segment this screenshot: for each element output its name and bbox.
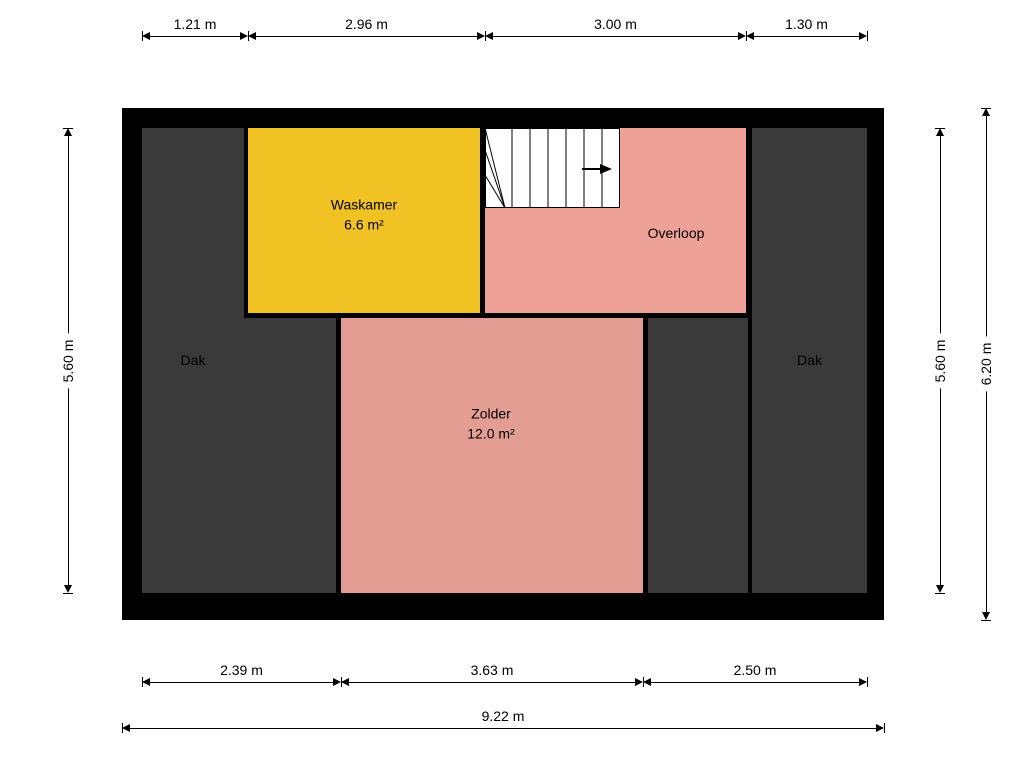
dim-arrow-down-icon	[982, 612, 990, 620]
room-name: Waskamer	[331, 196, 397, 212]
dim-arrow-left-icon	[485, 32, 493, 40]
room-area: 6.6 m²	[344, 216, 384, 232]
dim-arrow-right-icon	[859, 678, 867, 686]
dim-arrow-up-icon	[936, 128, 944, 136]
dim-label: 6.20 m	[978, 337, 994, 392]
dim-arrow-left-icon	[142, 32, 150, 40]
dim-arrow-left-icon	[643, 678, 651, 686]
dim-arrow-left-icon	[142, 678, 150, 686]
dim-arrow-up-icon	[64, 128, 72, 136]
dim-label: 2.96 m	[339, 16, 394, 32]
dim-label: 1.21 m	[168, 16, 223, 32]
room-name: Dak	[797, 352, 822, 368]
room-label-waskamer: Waskamer 6.6 m²	[331, 195, 397, 234]
dim-arrow-left-icon	[746, 32, 754, 40]
room-label-dak_left: Dak	[181, 351, 206, 371]
dim-arrow-right-icon	[333, 678, 341, 686]
dim-label: 5.60 m	[932, 333, 948, 388]
floorplan-stage: Dak Dak Waskamer 6.6 m² Overloop Zolder 12.0 m…	[0, 0, 1024, 768]
room-label-dak_right: Dak	[797, 351, 822, 371]
stair-arrow-shaft	[582, 168, 600, 170]
dim-arrow-left-icon	[248, 32, 256, 40]
dim-tick	[867, 31, 868, 41]
dim-arrow-right-icon	[859, 32, 867, 40]
room-name: Overloop	[648, 225, 705, 241]
dim-arrow-left-icon	[122, 724, 130, 732]
room-label-overloop: Overloop	[648, 224, 705, 244]
wall	[746, 128, 752, 318]
dim-line	[130, 728, 876, 729]
stair-arrow-icon	[600, 164, 612, 174]
dim-tick	[63, 593, 73, 594]
dim-label: 5.60 m	[60, 333, 76, 388]
room-area: 12.0 m²	[467, 425, 514, 441]
room-name: Zolder	[471, 405, 511, 421]
dim-label: 3.00 m	[588, 16, 643, 32]
dim-line	[651, 682, 859, 683]
dim-arrow-up-icon	[982, 108, 990, 116]
dim-arrow-right-icon	[635, 678, 643, 686]
dim-tick	[935, 593, 945, 594]
room-name: Dak	[181, 352, 206, 368]
dim-label: 2.50 m	[728, 662, 783, 678]
wall	[244, 128, 248, 318]
dim-tick	[867, 677, 868, 687]
wall	[244, 313, 748, 318]
dim-arrow-right-icon	[477, 32, 485, 40]
dim-label: 2.39 m	[214, 662, 269, 678]
dim-label: 3.63 m	[465, 662, 520, 678]
room-gap_left	[244, 318, 337, 593]
dim-arrow-left-icon	[341, 678, 349, 686]
dim-arrow-right-icon	[876, 724, 884, 732]
dim-arrow-down-icon	[64, 585, 72, 593]
room-gap_right	[648, 318, 748, 593]
wall	[336, 318, 341, 593]
dim-line	[754, 36, 859, 37]
dim-line	[256, 36, 477, 37]
room-label-zolder: Zolder 12.0 m²	[467, 404, 514, 443]
dim-arrow-right-icon	[240, 32, 248, 40]
dim-tick	[884, 723, 885, 733]
dim-line	[150, 36, 240, 37]
dim-label: 1.30 m	[779, 16, 834, 32]
dim-arrow-right-icon	[738, 32, 746, 40]
dim-line	[493, 36, 738, 37]
dim-arrow-down-icon	[936, 585, 944, 593]
dim-line	[150, 682, 333, 683]
room-zolder	[341, 318, 643, 593]
dim-tick	[981, 620, 991, 621]
wall	[643, 318, 648, 593]
dim-label: 9.22 m	[476, 708, 531, 724]
dim-line	[349, 682, 635, 683]
